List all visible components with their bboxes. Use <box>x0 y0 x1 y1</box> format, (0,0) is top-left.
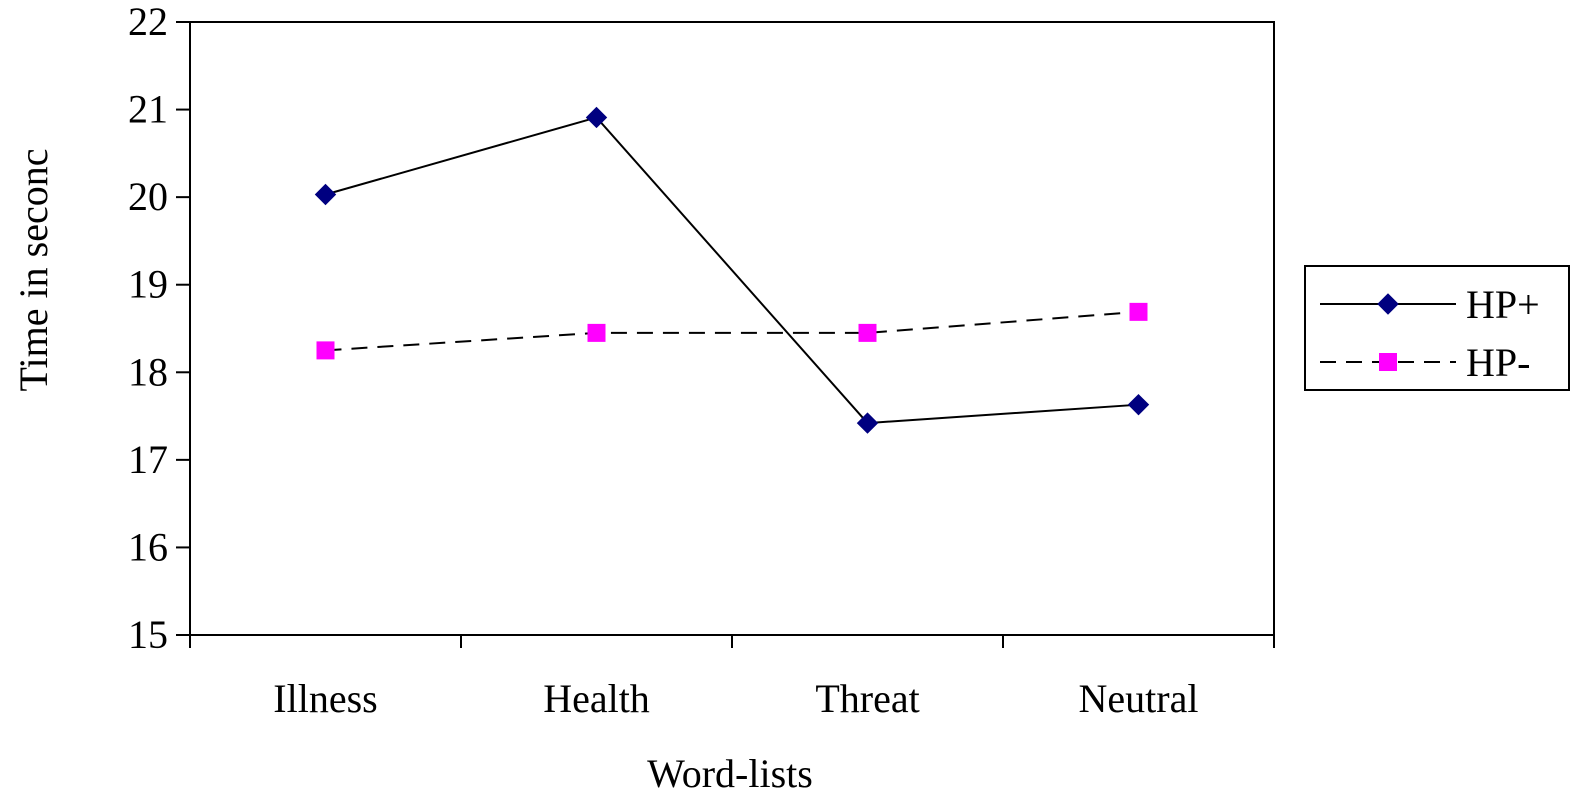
data-point-hp-plus <box>1127 393 1150 416</box>
y-tick-label: 20 <box>128 174 168 219</box>
y-tick-label: 18 <box>128 349 168 394</box>
y-tick-label: 21 <box>128 87 168 132</box>
y-tick-label: 15 <box>128 612 168 657</box>
data-point-hp-plus <box>856 412 879 434</box>
data-point-hp-minus <box>587 323 606 342</box>
x-tick-label: Illness <box>273 676 377 721</box>
legend-box <box>1304 265 1570 391</box>
legend-marker-hp-minus <box>1379 353 1397 371</box>
data-point-hp-plus <box>585 106 608 129</box>
data-point-hp-minus <box>1129 302 1148 321</box>
y-tick-label: 17 <box>128 437 168 482</box>
series-line-hp-minus <box>325 310 1139 352</box>
x-tick-label: Threat <box>815 676 919 721</box>
plot-area <box>189 21 1275 636</box>
legend-label-hp-minus: HP- <box>1466 340 1530 385</box>
data-point-hp-minus <box>316 341 335 360</box>
y-tick-label: 22 <box>128 0 168 44</box>
series-layer <box>314 106 1150 434</box>
y-axis: 15 16 17 18 19 20 21 22 <box>128 0 190 657</box>
x-tick-label: Health <box>543 676 650 721</box>
x-axis: Illness Health Threat Neutral <box>189 635 1275 721</box>
x-tick-label: Neutral <box>1079 676 1199 721</box>
data-point-hp-minus <box>858 323 877 342</box>
legend-marker-hp-plus <box>1377 293 1399 315</box>
legend: HP+ HP- <box>1304 265 1570 391</box>
y-axis-title: Time in seconc <box>11 149 56 392</box>
data-point-hp-plus <box>314 183 337 206</box>
y-tick-label: 19 <box>128 262 168 307</box>
y-tick-label: 16 <box>128 524 168 569</box>
x-axis-title: Word-lists <box>647 751 813 796</box>
legend-label-hp-plus: HP+ <box>1466 282 1540 327</box>
series-line-hp-plus <box>325 116 1139 425</box>
